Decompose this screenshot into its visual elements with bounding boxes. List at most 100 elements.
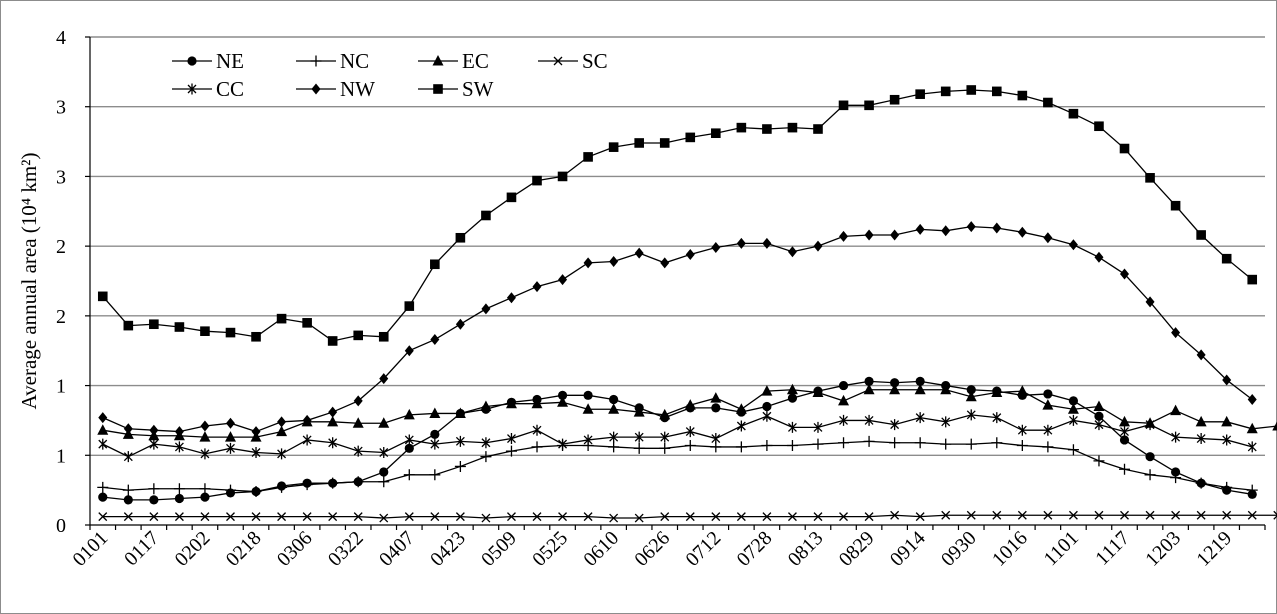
data-point-cc bbox=[1171, 431, 1181, 443]
data-point-ne bbox=[583, 390, 593, 400]
y-tick-label: 1 bbox=[56, 445, 66, 467]
data-point-cc bbox=[481, 437, 491, 449]
data-point-nw bbox=[1196, 349, 1206, 361]
data-point-nc bbox=[122, 484, 134, 496]
data-point-sc bbox=[532, 512, 542, 522]
data-point-sc bbox=[634, 513, 644, 523]
data-point-ec bbox=[480, 400, 492, 411]
y-tick-label: 0 bbox=[56, 515, 66, 537]
data-point-cc bbox=[455, 435, 465, 447]
data-point-nw bbox=[839, 230, 849, 242]
x-tick-label: 0117 bbox=[120, 527, 163, 570]
data-point-nw bbox=[583, 257, 593, 269]
data-point-sc bbox=[328, 512, 338, 522]
data-point-sw bbox=[685, 132, 696, 143]
data-point-ne bbox=[404, 443, 414, 453]
data-point-nw bbox=[149, 424, 159, 436]
data-point-nc bbox=[761, 440, 773, 452]
x-tick-label: 0914 bbox=[886, 527, 930, 571]
data-point-nc bbox=[505, 445, 517, 457]
data-point-sc bbox=[1273, 510, 1277, 520]
data-point-nw bbox=[915, 223, 925, 235]
x-tick-label: 1117 bbox=[1091, 527, 1134, 570]
y-axis-label: Average annual area (10⁴ km²) bbox=[17, 153, 41, 410]
data-point-nc bbox=[786, 440, 798, 452]
data-point-nc bbox=[735, 441, 747, 453]
data-point-sw bbox=[506, 192, 517, 203]
series-line-sw bbox=[102, 89, 1253, 342]
data-point-sw bbox=[404, 301, 415, 311]
data-point-nw bbox=[1145, 296, 1155, 308]
data-point-ne bbox=[838, 380, 849, 391]
data-point-sw bbox=[1247, 274, 1258, 285]
data-point-nw bbox=[455, 318, 465, 330]
data-point-cc bbox=[813, 421, 823, 433]
data-point-nc bbox=[1119, 463, 1131, 475]
data-point-cc bbox=[890, 419, 900, 431]
data-point-nc bbox=[327, 477, 339, 489]
data-point-ec bbox=[889, 383, 901, 395]
data-point-ec bbox=[97, 424, 109, 435]
data-point-ne bbox=[1043, 389, 1053, 399]
data-point-sc bbox=[736, 512, 746, 522]
data-point-cc bbox=[174, 441, 184, 453]
data-point-nw bbox=[1043, 232, 1053, 244]
legend-item-ec: EC bbox=[418, 49, 489, 73]
data-point-cc bbox=[302, 434, 312, 446]
legend-item-cc: CC bbox=[172, 77, 244, 101]
data-point-sw bbox=[583, 152, 593, 162]
data-point-nc bbox=[531, 441, 543, 453]
data-point-nc bbox=[633, 442, 645, 454]
data-point-nw bbox=[609, 255, 619, 267]
data-point-nc bbox=[838, 437, 850, 449]
data-point-cc bbox=[992, 412, 1002, 424]
legend-label: SC bbox=[582, 49, 608, 73]
data-point-nw bbox=[506, 292, 516, 304]
data-point-ne bbox=[787, 393, 798, 403]
series-ec bbox=[97, 383, 1277, 442]
data-point-cc bbox=[277, 448, 287, 460]
data-point-ne bbox=[1170, 467, 1181, 477]
data-point-cc bbox=[1043, 424, 1053, 436]
legend-marker-ne bbox=[187, 56, 197, 66]
data-point-cc bbox=[609, 431, 619, 443]
data-point-nc bbox=[480, 451, 492, 463]
data-point-nw bbox=[1017, 226, 1027, 238]
x-tick-label: 0829 bbox=[835, 527, 879, 571]
data-point-sw bbox=[200, 326, 210, 336]
x-tick-label: 0930 bbox=[937, 527, 981, 571]
data-point-nc bbox=[1093, 455, 1105, 467]
data-point-cc bbox=[915, 412, 925, 424]
data-point-nc bbox=[684, 440, 696, 452]
data-point-sc bbox=[1145, 510, 1155, 520]
data-point-cc bbox=[98, 438, 108, 450]
data-point-nw bbox=[532, 281, 542, 293]
data-point-nc bbox=[1067, 444, 1079, 456]
x-tick-label: 0813 bbox=[784, 527, 828, 571]
data-point-sw bbox=[557, 171, 568, 182]
data-point-ec bbox=[1246, 422, 1258, 434]
data-point-ec bbox=[1042, 399, 1054, 410]
data-point-sc bbox=[1196, 510, 1206, 520]
data-point-cc bbox=[864, 414, 874, 426]
data-point-sc bbox=[890, 510, 900, 520]
data-point-sw bbox=[991, 86, 1002, 97]
data-point-sw bbox=[1094, 121, 1104, 132]
data-point-sw bbox=[1221, 253, 1232, 264]
data-point-nc bbox=[1042, 441, 1054, 453]
data-point-ec bbox=[838, 394, 850, 406]
data-point-nc bbox=[224, 484, 236, 496]
data-point-sc bbox=[1120, 510, 1129, 520]
x-tick-label: 1101 bbox=[1040, 527, 1083, 570]
data-point-nc bbox=[1221, 481, 1233, 493]
data-point-cc bbox=[685, 426, 695, 438]
legend-label: NW bbox=[340, 77, 375, 101]
data-point-nw bbox=[711, 242, 721, 254]
data-point-sc bbox=[813, 512, 823, 522]
series-cc bbox=[98, 409, 1257, 463]
data-point-ne bbox=[1068, 396, 1079, 406]
data-point-nw bbox=[1171, 327, 1181, 339]
data-point-sc bbox=[685, 512, 695, 522]
x-tick-label: 0626 bbox=[630, 527, 674, 571]
data-point-sc bbox=[302, 512, 312, 522]
